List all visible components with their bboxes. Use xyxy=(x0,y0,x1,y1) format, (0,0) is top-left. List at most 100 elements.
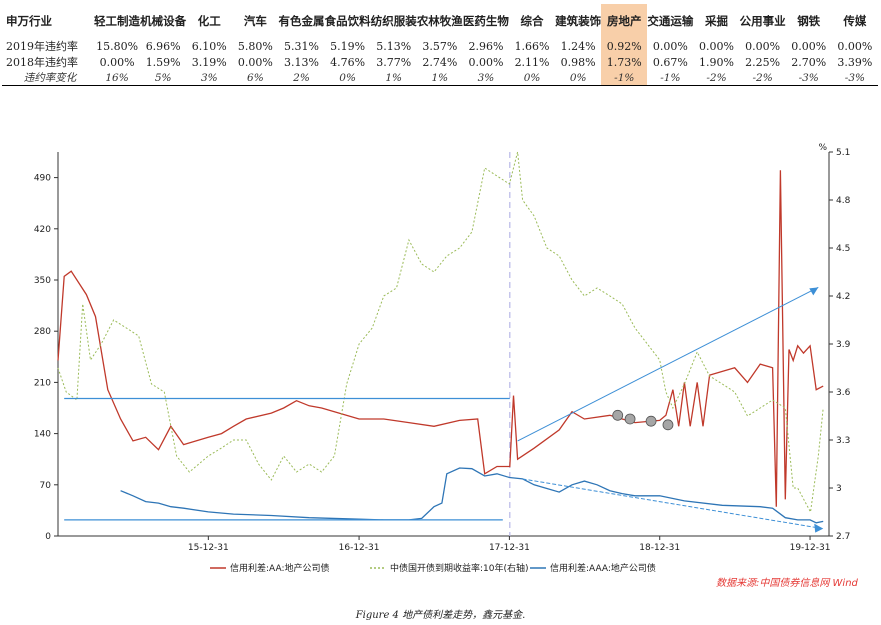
table-cell: 5% xyxy=(140,70,187,86)
table-cell: 0.00% xyxy=(699,39,734,53)
table-cell: 0.00% xyxy=(468,55,504,69)
table-cell: 5.31% xyxy=(284,39,319,53)
table-cell: -1% xyxy=(647,70,694,86)
y-left-tick-label: 70 xyxy=(40,481,52,491)
table-header-row: 申万行业 轻工制造 机械设备 化工 汽车 有色金属 食品饮料 纺织服装 农林牧渔 医药生物 综合建… xyxy=(2,4,878,38)
y-right-tick-label: 5.1 xyxy=(836,148,850,158)
industry-header: 有色金属 xyxy=(278,13,325,28)
table-cell: 3.19% xyxy=(191,55,227,69)
industry-header: 交通运输 xyxy=(647,13,694,28)
table-cell: 5.19% xyxy=(330,39,366,53)
table-cell: 0.00% xyxy=(237,55,273,69)
table-cell: 3.39% xyxy=(837,55,873,69)
table-row-2018: 2018年违约率 0.00% 1.59% 3.19% 0.00% 3.13% 4.76% 3… xyxy=(2,54,878,70)
table-cell: 4.76% xyxy=(330,55,366,69)
industry-header: 化工 xyxy=(197,13,221,28)
table-cell: 1.90% xyxy=(699,55,734,69)
table-cell: -2% xyxy=(739,70,786,86)
table-cell: 5.13% xyxy=(376,39,412,53)
table-cell: 1% xyxy=(416,70,463,86)
table-cell: 3.77% xyxy=(376,55,412,69)
y-right-tick-label: 3.9 xyxy=(836,340,851,350)
table-cell: 3.13% xyxy=(284,55,319,69)
table-cell: 1.66% xyxy=(514,39,550,53)
table-cell: 5.80% xyxy=(237,39,273,53)
y-left-tick-label: 350 xyxy=(34,276,51,286)
y-left-tick-label: 420 xyxy=(34,225,51,235)
y-right-tick-label: 2.7 xyxy=(836,532,850,542)
y-left-tick-label: 0 xyxy=(45,532,51,542)
series-line-3 xyxy=(120,467,824,524)
table-cell: 3% xyxy=(186,70,233,86)
industry-header-label: 申万行业 xyxy=(6,13,52,28)
row-label: 2018年违约率 xyxy=(6,56,78,69)
industry-header: 传媒 xyxy=(843,13,867,28)
y-right-unit: % xyxy=(818,143,827,153)
table-cell: 2.70% xyxy=(791,55,827,69)
industry-header: 食品饮料 xyxy=(324,13,371,28)
industry-header: 纺织服装 xyxy=(370,13,417,28)
industry-header: 汽车 xyxy=(243,13,267,28)
table-row-change: 违约率变化 16% 5% 3% 6% 2% 0% 1% 1% 3% 0% 0% -1% -1% -2% -2… xyxy=(2,70,878,86)
table-cell: 2.25% xyxy=(745,55,781,69)
x-tick-label: 17-12-31 xyxy=(489,543,530,553)
table-cell: 15.80% xyxy=(96,39,139,53)
annotation-marker-circle xyxy=(662,419,674,431)
table-cell: 1.73% xyxy=(601,54,648,70)
y-right-tick-label: 3.6 xyxy=(836,388,851,398)
table-cell: 0% xyxy=(324,70,371,86)
annotation-marker-circle xyxy=(624,413,636,425)
y-right-tick-label: 3.3 xyxy=(836,436,850,446)
table-cell: 2.11% xyxy=(514,55,550,69)
industry-header: 轻工制造 xyxy=(94,13,141,28)
table-cell: 0.00% xyxy=(652,39,688,53)
default-rate-table: 申万行业 轻工制造 机械设备 化工 汽车 有色金属 食品饮料 纺织服装 农林牧渔 医药生物 综合建… xyxy=(2,4,878,86)
table-cell: 0.67% xyxy=(652,55,688,69)
table-cell: 0.00% xyxy=(837,39,873,53)
table-cell: 1% xyxy=(370,70,417,86)
industry-header: 房地产 xyxy=(601,4,648,38)
table-cell: 1.24% xyxy=(560,39,596,53)
table-cell: 6% xyxy=(232,70,279,86)
table-cell: 3% xyxy=(462,70,509,86)
table-cell: 0% xyxy=(555,70,602,86)
y-left-tick-label: 490 xyxy=(34,174,51,184)
table-cell: 0.00% xyxy=(745,39,781,53)
industry-header: 采掘 xyxy=(704,13,728,28)
table-row-2019: 2019年违约率 15.80% 6.96% 6.10% 5.80% 5.31% 5.19%… xyxy=(2,38,878,54)
table-cell: 3.57% xyxy=(422,39,458,53)
table-cell: 2.96% xyxy=(468,39,504,53)
legend-label-1: 信用利差:AA:地产公司债 xyxy=(230,562,329,574)
spread-yield-chart: 0 70 140 210 280 350 420 490 2.7 3 3.3 3.6 3.9 4.2 4.5… xyxy=(34,143,851,574)
y-right-tick-label: 3 xyxy=(836,484,842,494)
annotation-marker-circle xyxy=(612,409,624,421)
source-note: 数据来源:中国债券信息网 Wind xyxy=(716,578,858,589)
annotation-trend-down-arrow xyxy=(522,478,824,530)
annotation-marker-circle xyxy=(645,415,657,427)
row-label: 2019年违约率 xyxy=(6,40,78,53)
table-cell: 0% xyxy=(508,70,556,86)
legend-label-3: 信用利差:AAA:地产公司债 xyxy=(550,562,656,574)
figure-caption: Figure 4 地产债利差走势，鑫元基金. xyxy=(355,610,526,621)
annotation-arrowhead-up xyxy=(809,287,819,296)
y-right-tick-label: 4.2 xyxy=(836,292,850,302)
table-cell: 2.74% xyxy=(422,55,458,69)
industry-header: 钢铁 xyxy=(797,13,821,28)
table-cell: 0.92% xyxy=(601,38,648,54)
industry-header: 农林牧渔 xyxy=(416,13,463,28)
industry-header: 综合 xyxy=(520,13,544,28)
table-cell: -1% xyxy=(601,70,648,86)
row-label: 违约率变化 xyxy=(2,70,94,86)
table-cell: 16% xyxy=(94,70,141,86)
industry-header: 医药生物 xyxy=(462,13,509,28)
y-right-tick-label: 4.8 xyxy=(836,196,851,206)
y-right-tick-label: 4.5 xyxy=(836,244,850,254)
x-tick-label: 18-12-31 xyxy=(639,543,680,553)
table-cell: 0.98% xyxy=(560,55,596,69)
x-tick-label: 19-12-31 xyxy=(790,543,831,553)
annotation-trend-up-arrow xyxy=(517,286,819,442)
y-left-tick-label: 140 xyxy=(34,430,51,440)
table-cell: -3% xyxy=(785,70,832,86)
industry-header: 建筑装饰 xyxy=(555,13,602,28)
legend-label-2: 中债国开债到期收益率:10年(右轴) xyxy=(390,562,529,574)
